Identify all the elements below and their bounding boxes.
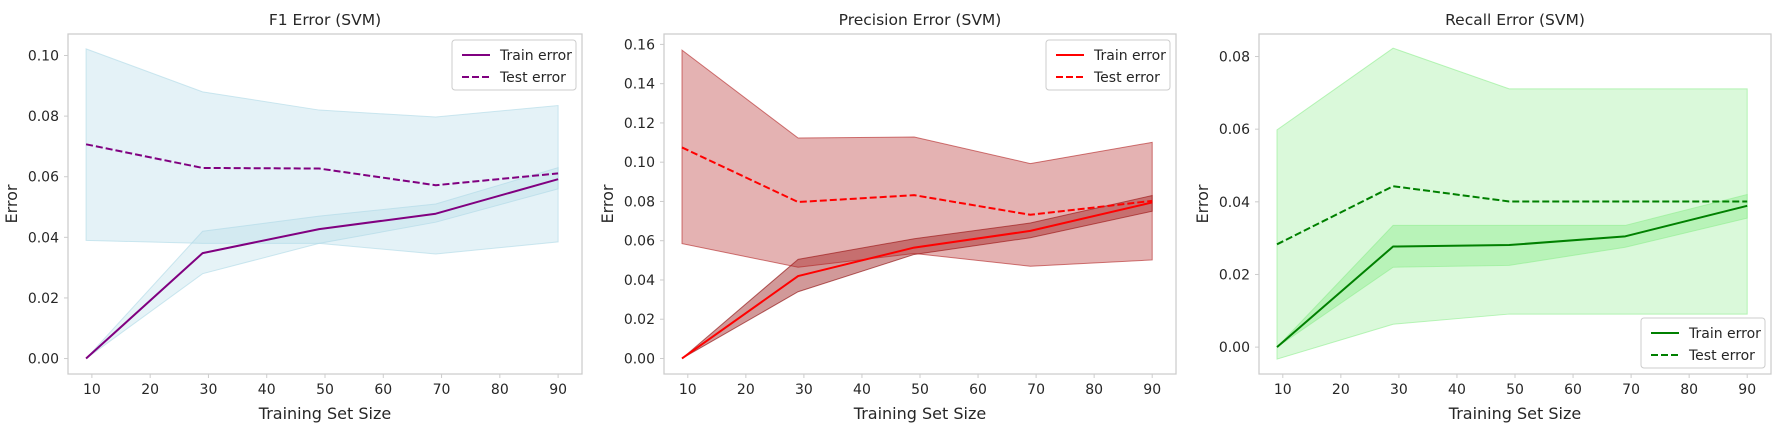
plot-area (85, 48, 559, 360)
x-tick-label: 80 (491, 382, 509, 398)
y-tick-label: 0.02 (28, 291, 59, 307)
x-tick-label: 40 (1448, 382, 1466, 398)
y-tick-label: 0.08 (28, 109, 59, 125)
legend-label: Train error (499, 48, 572, 64)
y-tick-label: 0.06 (28, 170, 59, 186)
series-line-test-error (1276, 185, 1748, 246)
x-tick-label: 50 (1506, 382, 1524, 398)
x-tick-label: 80 (1680, 382, 1698, 398)
y-axis-label: Error (598, 184, 617, 223)
legend: Train error Test error (1640, 317, 1766, 369)
confidence-band-test-error (681, 49, 1153, 268)
y-tick-label: 0.02 (1219, 267, 1250, 283)
y-tick-label: 0.04 (28, 230, 59, 246)
x-tick-label: 70 (1622, 382, 1640, 398)
y-tick-label: 0.14 (624, 77, 655, 93)
series-line-train-error (681, 201, 1153, 360)
y-tick-label: 0.02 (624, 312, 655, 328)
legend: Train error Test error (1045, 39, 1171, 91)
x-tick-label: 30 (795, 382, 813, 398)
x-tick-label: 50 (316, 382, 334, 398)
x-tick-label: 90 (1143, 382, 1161, 398)
y-tick-label: 0.12 (624, 116, 655, 132)
x-tick-label: 60 (374, 382, 392, 398)
series-line-test-error (85, 143, 559, 187)
chart-title: Recall Error (SVM) (1445, 11, 1585, 29)
x-tick-label: 90 (549, 382, 567, 398)
x-tick-label: 20 (141, 382, 159, 398)
y-tick-label: 0.16 (624, 37, 655, 53)
x-tick-label: 20 (737, 382, 755, 398)
x-tick-label: 60 (969, 382, 987, 398)
x-tick-label: 80 (1085, 382, 1103, 398)
series-line-train-error (85, 178, 559, 360)
plot-area (681, 49, 1153, 360)
y-axis-label: Error (1193, 184, 1212, 223)
y-axis-label: Error (2, 184, 21, 223)
legend-label: Train error (1688, 326, 1761, 342)
y-tick-label: 0.04 (1219, 195, 1250, 211)
plot-area (1276, 47, 1748, 360)
y-tick-label: 0.06 (624, 234, 655, 250)
x-tick-label: 30 (200, 382, 218, 398)
x-tick-label: 10 (1274, 382, 1292, 398)
x-tick-label: 40 (853, 382, 871, 398)
x-axis-label: Training Set Size (1448, 404, 1581, 423)
y-tick-label: 0.10 (624, 155, 655, 171)
x-tick-label: 50 (911, 382, 929, 398)
y-tick-label: 0.10 (28, 49, 59, 65)
x-tick-label: 70 (1027, 382, 1045, 398)
x-axis-label: Training Set Size (258, 404, 391, 423)
x-axis-label: Training Set Size (853, 404, 986, 423)
y-tick-label: 0.08 (624, 194, 655, 210)
x-tick-label: 30 (1390, 382, 1408, 398)
y-tick-label: 0.00 (1219, 340, 1250, 356)
confidence-band-test-error (1276, 47, 1748, 360)
y-tick-label: 0.08 (1219, 50, 1250, 66)
legend-label: Test error (1688, 348, 1755, 364)
confidence-band-test-error (85, 48, 559, 255)
legend-label: Train error (1093, 48, 1166, 64)
series-line-train-error (1276, 204, 1748, 348)
y-tick-label: 0.04 (624, 273, 655, 289)
legend: Train error Test error (451, 39, 577, 91)
x-tick-label: 10 (83, 382, 101, 398)
x-tick-label: 40 (258, 382, 276, 398)
x-tick-label: 10 (679, 382, 697, 398)
chart-title: F1 Error (SVM) (269, 11, 381, 29)
x-tick-label: 60 (1564, 382, 1582, 398)
chart-panel-2: 10 20 30 40 50 60 70 80 90 0.00 0.02 0.04 0.06 0.08 0.… (598, 11, 1177, 423)
chart-panel-3: 10 20 30 40 50 60 70 80 90 0.00 0.02 0.04 0.06 0.08 Re… (1193, 11, 1772, 423)
legend-label: Test error (499, 70, 566, 86)
x-tick-label: 70 (433, 382, 451, 398)
x-tick-label: 90 (1738, 382, 1756, 398)
y-tick-label: 0.00 (28, 352, 59, 368)
series-line-test-error (681, 146, 1153, 216)
y-tick-label: 0.06 (1219, 122, 1250, 138)
legend-label: Test error (1093, 70, 1160, 86)
x-tick-label: 20 (1332, 382, 1350, 398)
y-tick-label: 0.00 (624, 351, 655, 367)
chart-title: Precision Error (SVM) (839, 11, 1002, 29)
chart-panel-1: 10 20 30 40 50 60 70 80 90 0.00 0.02 0.04 0.06 0.08 0.… (2, 11, 583, 423)
